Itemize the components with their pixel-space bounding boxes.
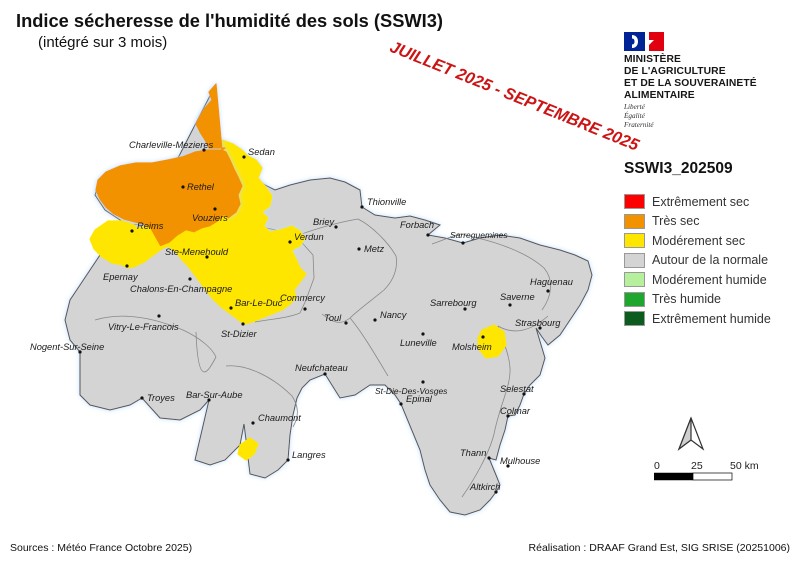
svg-text:Nogent-Sur-Seine: Nogent-Sur-Seine [30,342,104,352]
svg-text:Nancy: Nancy [380,310,408,320]
svg-text:Saverne: Saverne [500,292,535,302]
svg-text:Chalons-En-Champagne: Chalons-En-Champagne [130,284,232,294]
svg-text:Reims: Reims [137,221,164,231]
svg-text:Strasbourg: Strasbourg [515,318,561,328]
svg-text:Metz: Metz [364,244,384,254]
svg-text:Chaumont: Chaumont [258,413,301,423]
svg-text:Sedan: Sedan [248,147,275,157]
svg-text:Briey: Briey [313,217,336,227]
svg-text:Sarreguemines: Sarreguemines [450,230,508,240]
svg-text:Troyes: Troyes [147,393,175,403]
svg-text:Langres: Langres [292,450,326,460]
svg-text:Haguenau: Haguenau [530,277,573,287]
svg-text:Selestat: Selestat [500,384,534,394]
svg-text:St-Dizier: St-Dizier [221,329,258,339]
svg-text:Bar-Sur-Aube: Bar-Sur-Aube [186,390,243,400]
svg-text:Altkirch: Altkirch [469,482,500,492]
svg-text:Luneville: Luneville [400,338,437,348]
svg-text:Verdun: Verdun [294,232,324,242]
svg-text:Vouziers: Vouziers [192,213,228,223]
svg-text:Sarrebourg: Sarrebourg [430,298,477,308]
svg-text:Mulhouse: Mulhouse [500,456,540,466]
svg-text:Epernay: Epernay [103,272,139,282]
svg-text:Ste-Menehould: Ste-Menehould [165,247,229,257]
svg-text:Bar-Le-Duc: Bar-Le-Duc [235,298,283,308]
svg-text:Thionville: Thionville [367,197,406,207]
svg-text:Colmar: Colmar [500,406,531,416]
svg-text:Charleville-Mezieres: Charleville-Mezieres [129,140,214,150]
svg-text:Commercy: Commercy [280,293,326,303]
svg-text:Rethel: Rethel [187,182,215,192]
svg-text:Molsheim: Molsheim [452,342,492,352]
svg-text:Vitry-Le-Francois: Vitry-Le-Francois [108,322,179,332]
svg-text:Thann: Thann [460,448,486,458]
svg-text:Forbach: Forbach [400,220,434,230]
svg-text:Toul: Toul [324,313,342,323]
svg-text:Neufchateau: Neufchateau [295,363,348,373]
svg-text:Epinal: Epinal [406,394,433,404]
